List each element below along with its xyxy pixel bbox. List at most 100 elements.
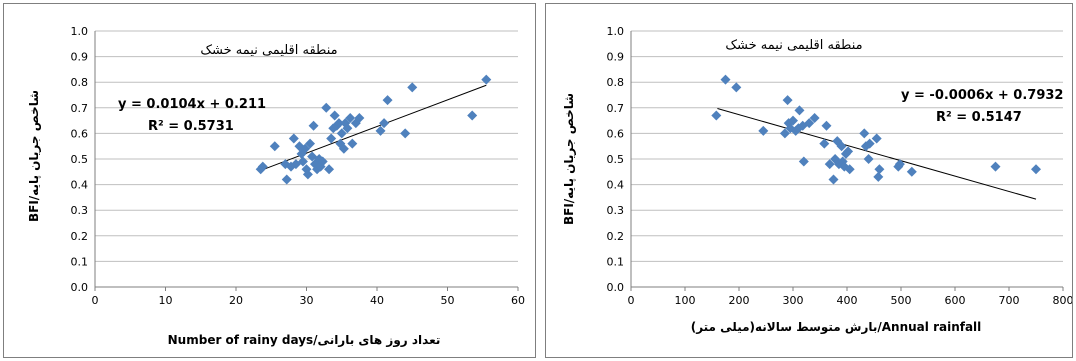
y-tick-label: 0.7 bbox=[71, 102, 89, 115]
data-point bbox=[794, 105, 805, 116]
chart-title: منطقه اقلیمی نیمه خشک bbox=[200, 43, 337, 58]
y-tick-label: 0.0 bbox=[71, 281, 89, 294]
data-point bbox=[407, 82, 418, 93]
data-point bbox=[836, 141, 847, 152]
data-point bbox=[779, 128, 790, 139]
r-squared-label: R² = 0.5731 bbox=[148, 119, 234, 134]
data-point bbox=[329, 110, 340, 121]
data-point bbox=[864, 138, 875, 149]
data-point bbox=[824, 159, 835, 170]
data-point bbox=[832, 136, 843, 147]
data-point bbox=[859, 128, 870, 139]
plot-area: 0.0 0.1 0.2 0.3 0.4 0.5 0.6 0.7 0.8 0.9 1.0 0 10 20 30… bbox=[71, 25, 526, 307]
x-tick-label: 100 bbox=[675, 294, 696, 307]
x-tick-label: 700 bbox=[999, 294, 1020, 307]
r-squared-label: R² = 0.5147 bbox=[936, 110, 1022, 125]
y-tick-label: 0.1 bbox=[71, 255, 89, 268]
data-point bbox=[788, 115, 798, 126]
x-axis-title: Number of rainy days/تعداد روز های باران… bbox=[168, 333, 441, 348]
y-tick-label: 0.1 bbox=[607, 255, 625, 268]
x-tick-label: 500 bbox=[891, 294, 912, 307]
y-tick-label: 0.6 bbox=[607, 127, 625, 140]
y-tick-label: 0.9 bbox=[607, 51, 625, 64]
data-point bbox=[257, 161, 268, 172]
x-tick-label: 60 bbox=[511, 294, 525, 307]
trendline bbox=[717, 108, 1037, 200]
y-tick-label: 0.3 bbox=[607, 204, 625, 217]
data-point bbox=[720, 74, 731, 85]
chart-panel-left: 0.0 0.1 0.2 0.3 0.4 0.5 0.6 0.7 0.8 0.9 1.0 0 10 20 30… bbox=[3, 3, 536, 358]
data-point bbox=[305, 138, 316, 149]
x-tick-label: 600 bbox=[945, 294, 966, 307]
data-point bbox=[288, 133, 299, 144]
data-point bbox=[375, 125, 386, 136]
chart-panel-right: 0.0 0.1 0.2 0.3 0.4 0.5 0.6 0.7 0.8 0.9 1.0 0 100 200… bbox=[545, 3, 1073, 358]
data-point bbox=[308, 120, 319, 131]
data-point bbox=[281, 174, 292, 185]
x-axis-title: بارش متوسط سالانه(میلی متر)/Annual rainf… bbox=[691, 320, 982, 335]
y-axis-title: BFI/شاخص جریان پایه bbox=[562, 93, 576, 225]
data-point bbox=[300, 143, 311, 154]
data-point bbox=[338, 143, 349, 154]
x-tick-label: 40 bbox=[370, 294, 384, 307]
data-point bbox=[354, 113, 365, 124]
y-tick-label: 0.4 bbox=[71, 179, 89, 192]
data-point bbox=[871, 133, 882, 144]
data-point bbox=[844, 164, 855, 175]
data-point bbox=[326, 133, 337, 144]
x-tick-label: 20 bbox=[229, 294, 243, 307]
data-point bbox=[382, 95, 393, 106]
data-point bbox=[467, 110, 478, 121]
data-point bbox=[821, 120, 832, 131]
data-point bbox=[758, 125, 769, 136]
x-tick-label: 10 bbox=[159, 294, 173, 307]
data-point bbox=[731, 82, 742, 93]
data-point bbox=[809, 113, 820, 124]
x-tick-label: 50 bbox=[441, 294, 455, 307]
data-point bbox=[798, 156, 809, 167]
data-point bbox=[819, 138, 830, 149]
data-point bbox=[906, 166, 917, 177]
data-point bbox=[833, 159, 844, 170]
data-point bbox=[793, 123, 804, 134]
y-tick-label: 0.5 bbox=[607, 153, 625, 166]
x-tick-label: 200 bbox=[729, 294, 750, 307]
y-tick-label: 0.2 bbox=[71, 230, 89, 243]
scatter-chart-right: 0.0 0.1 0.2 0.3 0.4 0.5 0.6 0.7 0.8 0.9 1.0 0 100 200… bbox=[562, 25, 1073, 335]
y-tick-label: 0.7 bbox=[607, 102, 625, 115]
data-point bbox=[379, 118, 390, 129]
data-point bbox=[804, 118, 815, 129]
x-tick-label: 30 bbox=[300, 294, 314, 307]
data-point bbox=[324, 164, 335, 175]
y-tick-label: 0.6 bbox=[71, 127, 89, 140]
data-point bbox=[894, 159, 905, 170]
data-point bbox=[333, 118, 344, 129]
data-point bbox=[321, 102, 332, 113]
x-tick-label: 0 bbox=[92, 294, 99, 307]
scatter-chart-left: 0.0 0.1 0.2 0.3 0.4 0.5 0.6 0.7 0.8 0.9 1.0 0 10 20 30… bbox=[27, 25, 526, 348]
data-point bbox=[990, 161, 1001, 172]
trendline bbox=[260, 84, 487, 171]
x-tick-label: 800 bbox=[1053, 294, 1073, 307]
data-point bbox=[317, 156, 328, 167]
y-tick-label: 0.2 bbox=[607, 230, 625, 243]
data-point bbox=[481, 74, 492, 85]
data-point bbox=[860, 141, 871, 152]
data-point bbox=[336, 128, 347, 139]
y-tick-label: 0.5 bbox=[71, 153, 89, 166]
data-point bbox=[828, 174, 839, 185]
data-point bbox=[342, 123, 353, 134]
trendline-equation: y = 0.0104x + 0.211 bbox=[118, 97, 266, 112]
data-point bbox=[782, 95, 793, 106]
y-tick-label: 1.0 bbox=[71, 25, 89, 38]
data-point bbox=[297, 156, 308, 167]
y-axis-title: BFI/شاخص جریان پایه bbox=[27, 90, 41, 222]
data-point bbox=[863, 154, 874, 164]
y-tick-label: 0.0 bbox=[607, 281, 625, 294]
y-tick-label: 0.3 bbox=[71, 204, 89, 217]
y-tick-label: 1.0 bbox=[607, 25, 625, 38]
data-point bbox=[347, 138, 358, 149]
chart-title: منطقه اقلیمی نیمه خشک bbox=[725, 38, 862, 53]
trendline-equation: y = -0.0006x + 0.7932 bbox=[901, 88, 1063, 103]
y-tick-label: 0.9 bbox=[71, 51, 89, 64]
